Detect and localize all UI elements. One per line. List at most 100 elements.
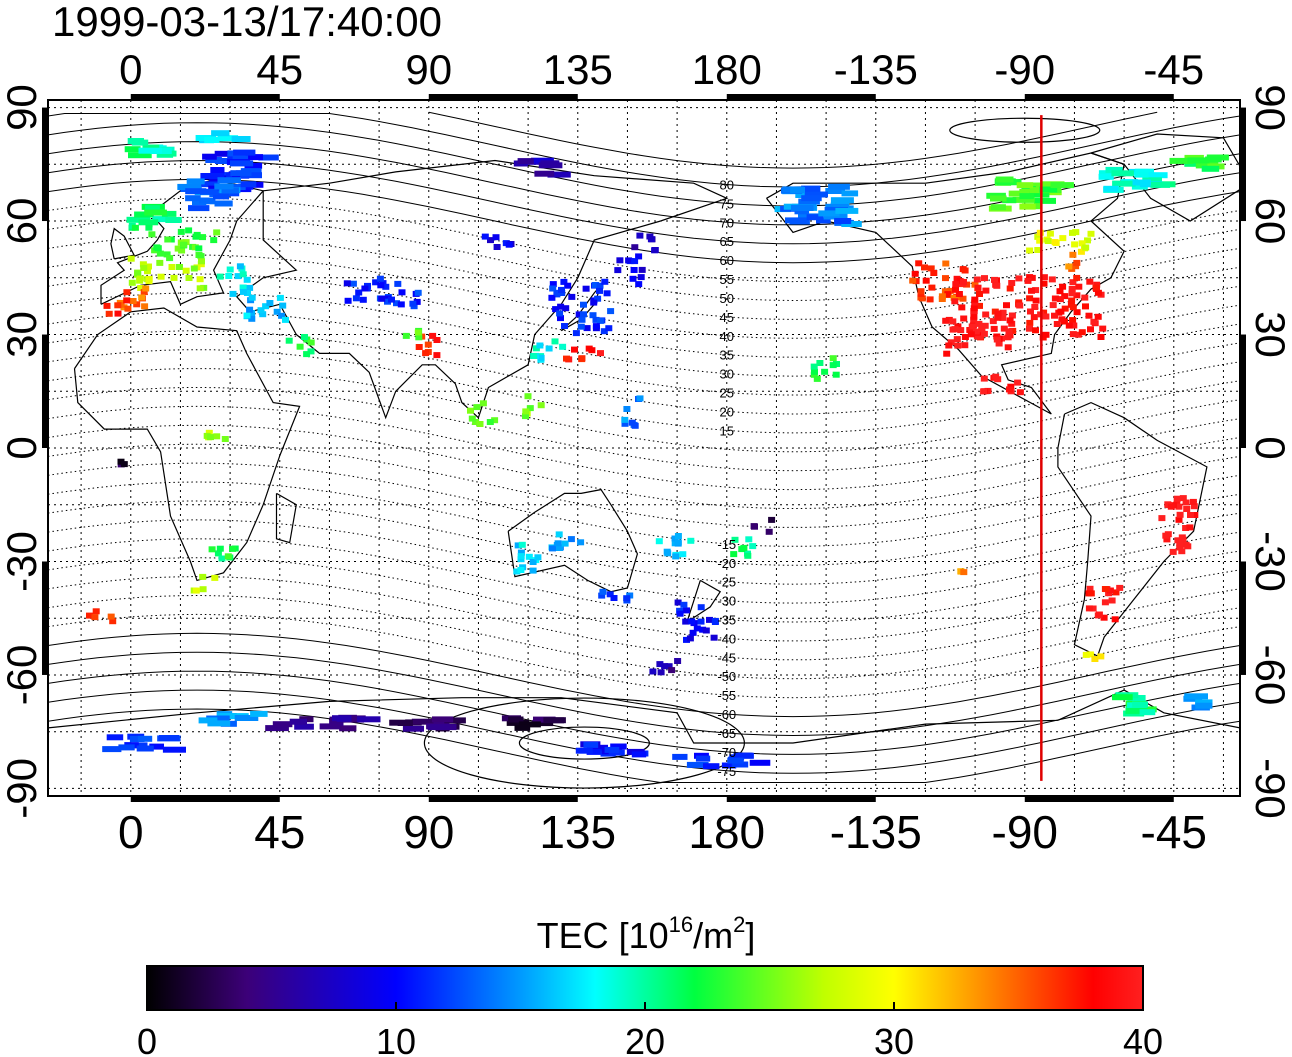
tec-cell <box>1187 157 1210 164</box>
tec-cell <box>486 419 494 425</box>
tec-cell <box>207 434 214 441</box>
tec-cell <box>1009 327 1017 334</box>
tec-cell <box>243 276 251 283</box>
tec-cell <box>625 257 633 264</box>
tec-cell <box>188 205 210 212</box>
frame-tick-bar <box>42 334 48 448</box>
tec-cell <box>1147 172 1168 179</box>
tec-cell <box>526 405 534 412</box>
tec-cell <box>606 591 614 598</box>
tec-cell <box>631 422 639 429</box>
tec-cell <box>105 310 113 317</box>
tec-cell <box>586 748 609 755</box>
tec-cell <box>1074 331 1082 338</box>
coastline-s-america <box>1057 401 1208 657</box>
tec-cell <box>656 661 664 668</box>
tec-cell <box>992 373 1000 380</box>
tec-cell <box>229 290 237 297</box>
tec-cell <box>244 162 263 169</box>
tec-cell <box>129 736 145 742</box>
frame-tick-bar <box>42 561 48 675</box>
tec-cell <box>177 184 202 190</box>
tec-cell <box>352 295 360 302</box>
tec-cell <box>377 282 385 289</box>
tec-cell <box>152 216 168 223</box>
tec-cell <box>163 251 171 258</box>
tec-cell <box>945 342 953 349</box>
tec-cell <box>276 294 284 301</box>
tec-cell <box>1032 327 1039 334</box>
tec-cell <box>1094 313 1102 320</box>
tec-cell <box>928 284 936 291</box>
magnetic-contour <box>48 576 1240 661</box>
tec-cell <box>995 176 1014 183</box>
tec-cell <box>668 667 676 674</box>
tec-cell <box>655 538 663 545</box>
tec-cell <box>218 555 226 562</box>
tec-cell <box>217 177 241 184</box>
tec-cell <box>1026 247 1034 254</box>
tec-cell <box>336 715 352 722</box>
tec-cell <box>674 539 682 546</box>
tec-cell <box>818 210 840 217</box>
tec-cell <box>578 355 586 362</box>
tec-cell <box>294 723 314 730</box>
tec-cell <box>1084 237 1091 244</box>
left-lat-label: 30 <box>0 311 45 358</box>
tec-cell <box>388 296 395 303</box>
tec-cell <box>216 545 224 552</box>
tec-cell <box>590 299 598 306</box>
tec-cell <box>200 188 218 195</box>
tec-cell <box>554 540 562 547</box>
colorbar-tick-label: 40 <box>1123 1021 1163 1057</box>
tec-cell <box>165 217 182 223</box>
tec-cell <box>1116 584 1124 591</box>
tec-cell <box>129 298 137 304</box>
tec-cell <box>257 307 265 314</box>
tec-cell <box>491 417 499 424</box>
tec-cell <box>1049 302 1057 309</box>
tec-cell <box>231 136 251 142</box>
tec-cell <box>128 152 152 159</box>
tec-cell <box>522 413 529 420</box>
tec-cell <box>131 224 139 231</box>
tec-cell <box>433 352 441 359</box>
tec-cell <box>599 588 607 595</box>
tec-cell <box>549 285 557 292</box>
tec-cell <box>1068 290 1076 297</box>
tec-cell <box>1150 181 1171 188</box>
tec-cell <box>689 629 697 636</box>
tec-cell <box>329 719 344 726</box>
tec-cell <box>190 265 198 272</box>
frame-tick-bar <box>726 796 876 802</box>
tec-cell <box>649 668 657 675</box>
tec-cell <box>790 187 805 193</box>
tec-cell <box>210 237 218 244</box>
tec-cell <box>514 724 531 731</box>
tec-cell <box>1179 536 1187 543</box>
tec-cell <box>616 257 624 264</box>
tec-cell <box>414 289 422 296</box>
tec-cell <box>182 267 190 274</box>
tec-cell <box>301 334 308 340</box>
tec-cell <box>547 171 571 178</box>
tec-cell <box>133 301 141 308</box>
tec-cell <box>207 720 231 727</box>
tec-cell <box>950 294 958 301</box>
tec-cell <box>1086 278 1094 285</box>
tec-cell <box>1099 325 1107 332</box>
tec-cell <box>607 308 615 315</box>
left-lat-label: 60 <box>0 198 45 245</box>
tec-cell <box>1190 503 1198 510</box>
tec-cell <box>558 286 565 293</box>
tec-cell <box>132 742 148 749</box>
tec-cell <box>1036 237 1044 244</box>
tec-cell <box>1034 197 1056 204</box>
tec-cell <box>630 267 638 273</box>
tec-cell <box>144 268 151 275</box>
tec-cell <box>234 273 242 280</box>
tec-cell <box>159 735 179 741</box>
tec-cell <box>123 289 131 296</box>
magnetic-lat-label: -65 <box>717 726 736 741</box>
tec-cell <box>1178 548 1186 555</box>
